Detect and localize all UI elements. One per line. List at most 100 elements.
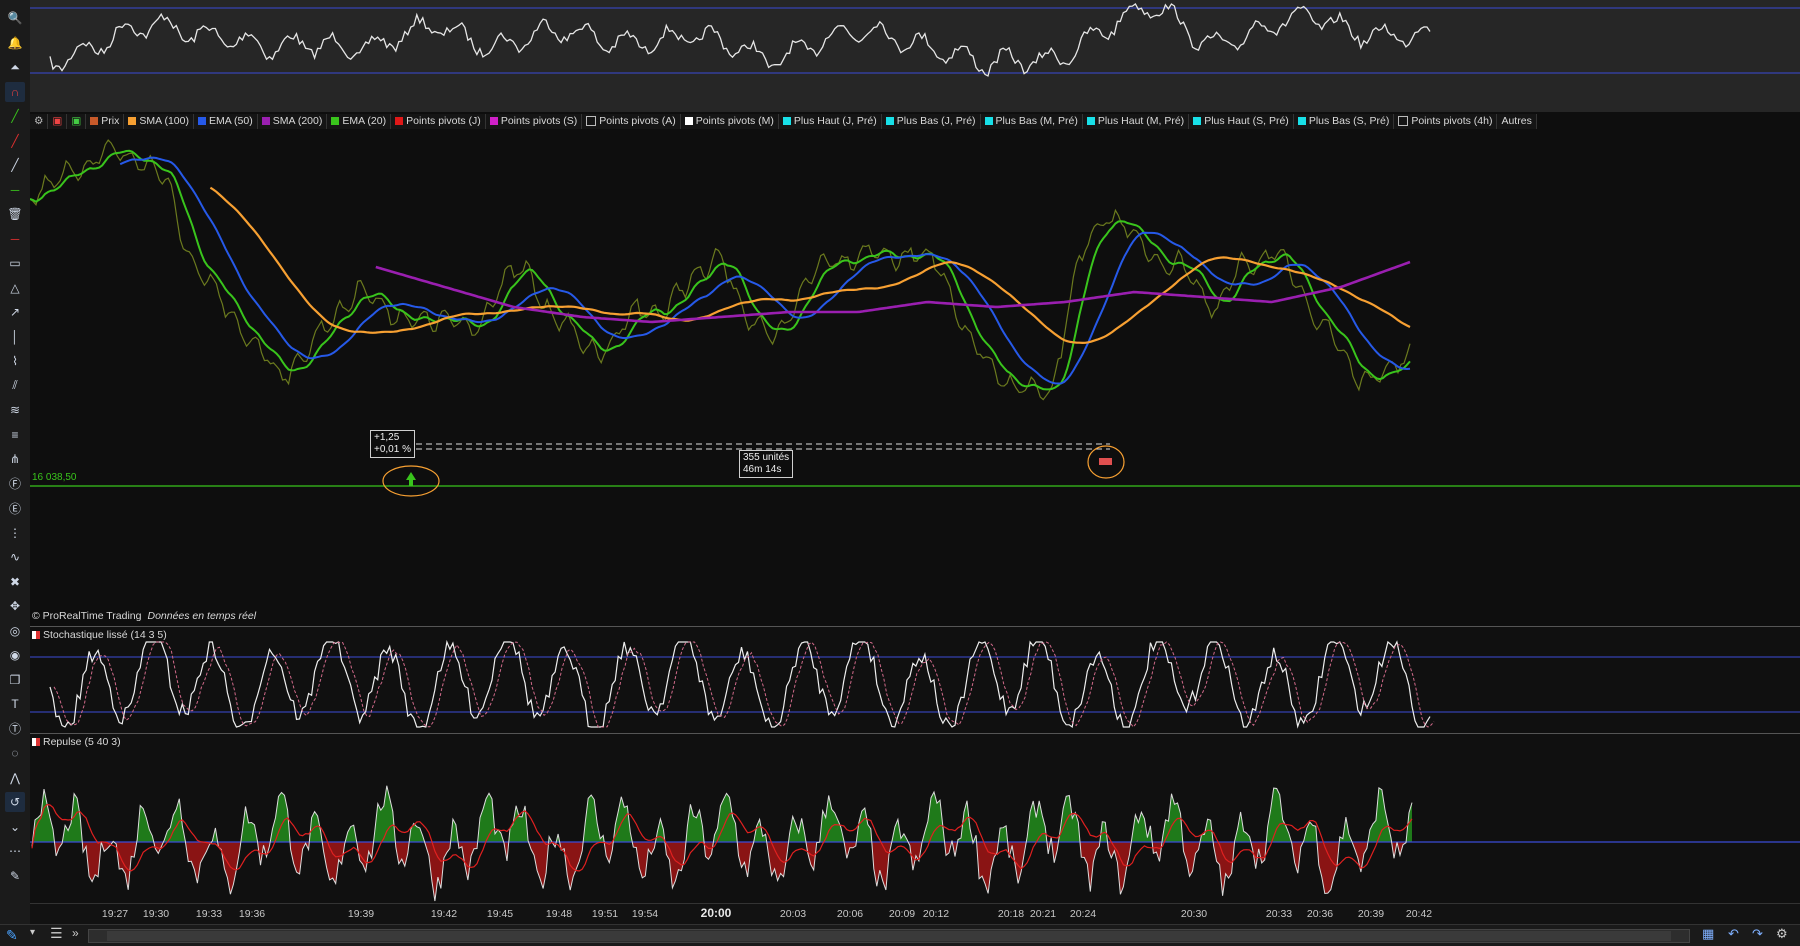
fib-fan-icon[interactable]: ≡ xyxy=(11,427,19,442)
legend-item[interactable]: Plus Haut (M, Pré) xyxy=(1082,113,1190,129)
time-tick: 20:42 xyxy=(1405,908,1433,920)
tools-icon[interactable]: ✖ xyxy=(9,574,21,589)
legend-add-icon[interactable]: ▣ xyxy=(48,113,68,129)
regression-icon[interactable]: ∿ xyxy=(9,550,21,564)
undo-icon[interactable]: ↶ xyxy=(1728,926,1739,941)
fibonacci-icon[interactable]: ≋ xyxy=(9,403,21,417)
magnet-icon[interactable]: ∩ xyxy=(5,81,25,102)
zigzag-icon[interactable]: ⋀ xyxy=(10,770,20,785)
time-tick: 19:42 xyxy=(430,908,458,920)
time-tick: 20:21 xyxy=(1029,908,1057,920)
legend-item[interactable]: Prix xyxy=(86,113,125,129)
zoom-icon[interactable]: 🔍 xyxy=(7,11,23,25)
legend-swatch-icon xyxy=(1297,117,1306,125)
legend-item[interactable]: Points pivots (A) xyxy=(582,113,681,129)
more-icon[interactable]: ⋯ xyxy=(9,844,21,858)
fast-forward-icon[interactable]: » xyxy=(72,926,79,940)
legend-item[interactable]: Points pivots (M) xyxy=(680,113,779,129)
legend-settings-icon[interactable]: ⚙ xyxy=(30,113,49,129)
legend-label: SMA (100) xyxy=(139,115,189,127)
legend-label: Plus Bas (J, Pré) xyxy=(896,115,976,127)
undo-draw-icon[interactable]: ↺ xyxy=(5,792,25,812)
lasso-icon[interactable]: ◌ xyxy=(11,746,19,760)
price-chart-panel[interactable]: 16 038,50 +1,25 +0,01 % 355 unités 46m 1… xyxy=(30,112,1800,626)
legend-item[interactable]: Plus Bas (S, Pré) xyxy=(1293,113,1395,129)
oscillator-line xyxy=(49,3,1431,77)
dropdown-icon[interactable]: ▾ xyxy=(30,927,36,938)
alert-up-icon[interactable]: ⏶ xyxy=(10,59,20,74)
drawing-toolbar: 🔍 🔔 ⏶ ∩ ╱ ╱ ╱ ─ 🗑 ─ ▭ △ ↗ │ ⌇ ⫽ ≋ ≡ ⋔ Ⓕ Ⓔ ⋮ ∿ ✖ ✥ ◎ ◉ ❐ T Ⓣ ◌ ⋀ ↺ ⌄ ⋯ ✎ xyxy=(0,0,31,945)
sma200-line xyxy=(375,260,1411,324)
legend-swatch-icon xyxy=(1086,117,1095,125)
trash-icon[interactable]: 🗑 xyxy=(7,207,23,221)
legend-item[interactable]: Plus Bas (M, Pré) xyxy=(980,113,1083,129)
settings-icon[interactable]: ⚙ xyxy=(1776,926,1788,941)
legend-label: Plus Haut (M, Pré) xyxy=(1097,115,1185,127)
ellipse-icon[interactable]: ◎ xyxy=(9,623,21,638)
fib-extension-icon[interactable]: Ⓔ xyxy=(8,501,21,516)
legend-item[interactable]: Plus Haut (S, Pré) xyxy=(1189,113,1294,129)
time-tick: 20:39 xyxy=(1357,908,1385,920)
draw-mode-icon[interactable]: ✎ xyxy=(6,927,18,943)
rectangle-icon[interactable]: ▭ xyxy=(9,256,21,270)
fib-retracement-icon[interactable]: Ⓕ xyxy=(8,477,21,491)
line-icon[interactable]: ╱ xyxy=(11,158,19,172)
repulse-title: Repulse (5 40 3) xyxy=(32,736,121,748)
polyline-icon[interactable]: ⌇ xyxy=(12,354,18,368)
channel-icon[interactable]: ⫽ xyxy=(12,378,18,392)
arrow-icon[interactable]: ↗ xyxy=(9,305,21,319)
calendar-icon[interactable]: ▦ xyxy=(1702,926,1715,941)
entry-marker xyxy=(382,465,440,497)
trendline-red-icon[interactable]: ╱ xyxy=(11,133,19,148)
menu-icon[interactable]: ☰ xyxy=(50,925,63,941)
text-icon[interactable]: T xyxy=(11,697,19,711)
horizontal-scrollbar[interactable] xyxy=(88,929,1690,943)
legend-item[interactable]: Points pivots (S) xyxy=(485,113,583,129)
expand-icon[interactable]: ⌄ xyxy=(9,819,21,834)
trendline-green-icon[interactable]: ╱ xyxy=(11,109,19,123)
move-icon[interactable]: ✥ xyxy=(9,599,21,613)
text-circle-icon[interactable]: Ⓣ xyxy=(8,722,21,736)
legend-item[interactable]: Plus Haut (J, Pré) xyxy=(778,113,882,129)
legend-item[interactable]: Plus Bas (J, Pré) xyxy=(881,113,981,129)
legend-item[interactable]: SMA (200) xyxy=(257,113,328,129)
time-tick: 19:51 xyxy=(591,908,619,920)
horizontal-line-icon[interactable]: ─ xyxy=(10,182,20,197)
repulse-fast-line xyxy=(31,785,1413,902)
triangle-icon[interactable]: △ xyxy=(10,280,20,295)
legend-swatch-icon xyxy=(489,117,498,125)
time-tick: 20:03 xyxy=(779,908,807,920)
redo-icon[interactable]: ↷ xyxy=(1752,926,1763,941)
horizontal-red-icon[interactable]: ─ xyxy=(10,231,20,246)
legend-item[interactable]: EMA (20) xyxy=(327,113,392,129)
draw-tool-icon[interactable]: ✎ xyxy=(9,868,21,883)
top-oscillator-panel[interactable] xyxy=(30,0,1800,113)
pitchfork-icon[interactable]: ⋔ xyxy=(9,452,21,466)
legend-item[interactable]: Points pivots (J) xyxy=(391,113,486,129)
vertical-line-icon[interactable]: │ xyxy=(11,329,19,344)
spiral-icon[interactable]: ◉ xyxy=(9,648,21,662)
legend-chart-icon[interactable]: ▣ xyxy=(67,113,87,129)
legend-item[interactable]: Autres xyxy=(1497,113,1537,129)
time-tick: 19:30 xyxy=(142,908,170,920)
repulse-panel[interactable]: Repulse (5 40 3) xyxy=(30,733,1800,904)
ema20-line xyxy=(30,149,1411,391)
legend-item[interactable]: SMA (100) xyxy=(124,113,194,129)
legend-swatch-icon xyxy=(1193,117,1202,125)
legend-item[interactable]: Points pivots (4h) xyxy=(1394,113,1498,129)
legend-label: Points pivots (4h) xyxy=(1411,115,1493,127)
repulse-slow-line xyxy=(31,803,1413,872)
time-tick: 20:30 xyxy=(1180,908,1208,920)
scrollbar-thumb[interactable] xyxy=(107,931,1671,941)
copy-icon[interactable]: ❐ xyxy=(9,672,21,687)
alert-bell-icon[interactable]: 🔔 xyxy=(7,35,23,50)
legend-item[interactable]: EMA (50) xyxy=(193,113,258,129)
time-tick: 19:27 xyxy=(101,908,129,920)
repulse-positive-area xyxy=(32,785,1412,842)
time-axis[interactable]: 19:27 19:30 19:33 19:36 19:39 19:42 19:45 19:48… xyxy=(30,903,1800,925)
legend-label: EMA (20) xyxy=(342,115,387,127)
stochastic-swatch-icon xyxy=(32,631,40,639)
stochastic-panel[interactable]: Stochastique lissé (14 3 5) xyxy=(30,626,1800,734)
stoch-k-line xyxy=(49,639,1431,729)
fib-time-icon[interactable]: ⋮ xyxy=(9,525,21,540)
